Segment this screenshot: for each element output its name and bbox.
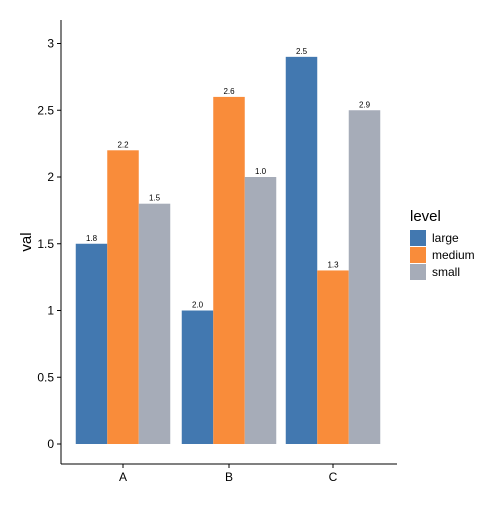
y-tick-label: 0.5 <box>37 370 54 384</box>
y-axis-label: val <box>18 232 35 251</box>
bar <box>138 203 171 444</box>
legend-swatch <box>410 230 426 246</box>
data-label: 1.5 <box>149 194 161 203</box>
x-tick-label: A <box>119 470 127 484</box>
data-label: 1.0 <box>255 167 267 176</box>
legend-title: level <box>410 208 441 225</box>
data-label: 2.5 <box>296 47 308 56</box>
y-tick-label: 3 <box>47 37 54 51</box>
legend-swatch <box>410 264 426 280</box>
data-label: 2.9 <box>359 100 371 109</box>
legend-label: small <box>432 265 460 279</box>
plot-area: 0 0.5 1 1.5 2 2.5 3 1.8 2.2 1.5 A 2.0 2.6 1.0 B 2.5 1.3 2… <box>37 20 397 484</box>
bar <box>213 96 245 445</box>
y-tick-label: 2.5 <box>37 103 54 117</box>
bar <box>317 270 349 444</box>
y-tick-label: 1 <box>47 304 54 318</box>
legend-swatch <box>410 247 426 263</box>
data-label: 2.2 <box>117 140 129 149</box>
data-label: 2.6 <box>223 87 235 96</box>
y-tick-label: 0 <box>47 437 54 451</box>
bar <box>348 110 381 444</box>
y-tick-label: 2 <box>47 170 54 184</box>
data-label: 2.0 <box>192 301 204 310</box>
x-tick-label: B <box>225 470 233 484</box>
bar <box>244 177 277 444</box>
x-tick-label: C <box>329 470 338 484</box>
legend-label: large <box>432 231 459 245</box>
data-label: 1.8 <box>86 234 98 243</box>
bar <box>285 56 318 444</box>
bar <box>181 310 214 444</box>
legend: level large medium small <box>410 208 475 280</box>
legend-label: medium <box>432 248 475 262</box>
bar <box>75 243 108 444</box>
y-tick-label: 1.5 <box>37 237 54 251</box>
data-label: 1.3 <box>327 260 339 269</box>
bar <box>107 150 139 445</box>
